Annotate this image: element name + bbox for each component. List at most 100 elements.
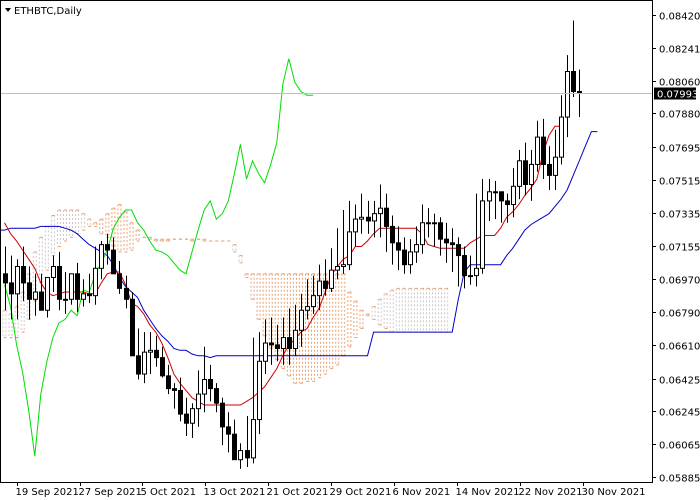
senkou-a-point [251,273,255,275]
candle [432,213,437,247]
bear-candle-body [541,136,546,165]
senkou-a-point [64,209,67,211]
bull-candle-body [190,408,195,424]
candle [202,346,207,413]
candle [511,168,516,218]
y-tick-label: 0.07880 [659,110,700,121]
candle [287,308,292,365]
senkou-b-point [3,337,7,339]
bull-candle-body [529,163,534,185]
candle [142,332,147,384]
bear-candle-body [117,273,122,289]
senkou-b-point [378,324,382,326]
senkou-a-point [148,236,152,238]
senkou-b-point [299,382,303,384]
bear-candle-body [571,70,576,93]
candle [366,200,371,234]
senkou-a-point [354,300,358,302]
bear-candle-body [275,344,280,350]
y-axis: 0.08420 0.08241 0.08060 0.07880 0.07695 0.075… [652,12,700,485]
senkou-a-point [233,244,237,246]
candle [547,146,552,190]
senkou-b-point [15,337,19,339]
senkou-b-point [148,238,152,240]
senkou-a-point [269,273,273,275]
candle [87,273,92,303]
senkou-b-point [293,382,297,384]
senkou-b-point [227,240,231,242]
candle [15,259,20,320]
candle [341,210,346,274]
senkou-a-point [348,291,352,293]
bull-candle-body [33,291,38,300]
candle [21,246,26,302]
senkou-b-point [82,229,86,231]
senkou-a-point [94,222,98,224]
senkou-a-point [445,287,449,289]
senkou-b-point [203,240,207,242]
bull-candle-body [565,70,570,118]
bear-candle-body [220,402,225,428]
candle [33,273,38,316]
senkou-b-point [45,269,49,271]
chart-title: ETHBTC,Daily [5,6,82,17]
candle [438,217,443,256]
candle [154,335,159,367]
bull-candle-body [45,276,50,311]
candle [480,179,485,274]
senkou-a-point [154,238,158,240]
bear-candle-body [450,242,455,246]
bear-candle-body [21,266,26,284]
bear-candle-body [438,222,443,240]
senkou-b-point [239,262,243,264]
bear-candle-body [3,273,8,284]
senkou-b-point [312,380,316,382]
bear-candle-body [226,426,231,435]
bull-candle-body [305,306,310,311]
candle [335,228,340,280]
senkou-a-point [88,218,92,220]
candle [311,275,316,314]
kijun-sen-line [0,131,598,359]
bear-candle-body [154,349,159,359]
x-tick-label: 19 Sep 2021 [16,487,79,498]
symbol-title: ETHBTC,Daily [14,6,82,17]
senkou-a-point [372,306,376,308]
bear-candle-body [87,293,92,297]
bull-candle-body [480,200,485,269]
candle [329,248,334,293]
candle [390,215,395,265]
senkou-b-point [142,236,146,238]
dropdown-triangle-icon[interactable] [5,8,11,12]
bear-candle-body [208,378,213,390]
y-tick-label: 0.08420 [659,12,700,23]
bear-candle-body [232,433,237,461]
senkou-a-point [239,255,243,257]
bull-candle-body [432,222,437,225]
bull-candle-body [238,450,243,461]
y-tick-label: 0.08060 [659,78,700,89]
bear-candle-body [390,225,395,244]
senkou-b-point [160,240,164,242]
senkou-a-point [166,238,170,240]
senkou-b-point [306,380,309,382]
candle [414,226,419,263]
candle [178,377,183,422]
senkou-b-point [209,240,213,242]
x-tick-label: 13 Oct 2021 [204,487,266,498]
candle [63,271,68,314]
senkou-b-point [324,373,328,375]
candle [51,255,56,293]
bear-candle-body [75,273,80,300]
candle [39,273,44,311]
candle [299,293,304,347]
candle [529,149,534,201]
bull-candle-body [347,231,352,266]
bull-candle-body [15,266,20,295]
candle [238,443,243,469]
bull-candle-body [420,222,425,246]
candle [359,193,364,234]
candle [317,264,322,311]
candle [105,233,110,265]
